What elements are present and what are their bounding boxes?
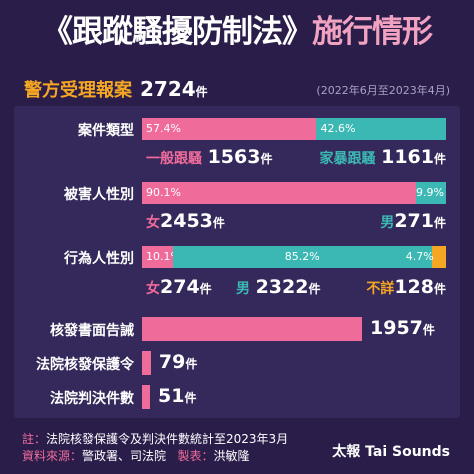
stacked-bar-victim-gender: 90.1% 9.9%	[142, 182, 446, 204]
series-name: 男	[380, 215, 395, 231]
note-prefix: 註：	[22, 432, 47, 446]
value-victim-male: 男271件	[380, 210, 446, 232]
series-count: 2322	[255, 276, 309, 298]
count-category-label: 核發書面告誡	[50, 323, 134, 339]
value-victim-female: 女2453件	[146, 210, 225, 232]
bar-segment: 57.4%	[142, 118, 317, 140]
title-accent: 施行情形	[312, 14, 433, 50]
count-category-label: 法院判決件數	[50, 391, 134, 407]
series-name: 女	[146, 281, 160, 297]
source-prefix: 資料來源：	[22, 449, 83, 463]
bar-segment: 85.2%	[172, 246, 432, 268]
stacked-bar-perpetrator-gender: 10.1% 85.2% 4.7%	[142, 246, 446, 268]
value-general-stalking: 一般跟騷 1563件	[146, 146, 272, 168]
series-name: 女	[146, 215, 160, 231]
segment-percent-label: 57.4%	[146, 122, 181, 135]
series-unit: 件	[212, 216, 225, 230]
count-unit: 件	[185, 357, 198, 371]
series-name: 男	[236, 281, 250, 297]
series-count: 128	[394, 276, 434, 298]
count-value: 79件	[159, 351, 197, 373]
segment-percent-label: 10.1%	[146, 250, 181, 263]
series-unit: 件	[433, 216, 446, 230]
segment-percent-label: 90.1%	[146, 186, 181, 199]
count-number: 1957	[370, 317, 423, 339]
source-text: 警政署、司法院	[82, 449, 167, 463]
series-name: 不詳	[366, 281, 395, 297]
title-main: 《跟蹤騷擾防制法》	[42, 14, 313, 50]
footnote: 註：法院核發保護令及判決件數統計至2023年3月	[22, 430, 288, 447]
value-domestic-stalking: 家暴跟騷 1161件	[320, 146, 446, 168]
count-bar	[142, 317, 362, 341]
series-name: 一般跟騷	[146, 151, 202, 167]
segment-percent-label: 9.9%	[416, 186, 444, 199]
total-label: 警方受理報案	[24, 80, 132, 101]
count-bar	[142, 351, 151, 375]
series-unit: 件	[433, 282, 446, 296]
segment-percent-label: 85.2%	[284, 250, 320, 263]
bar-segment: 90.1%	[142, 182, 416, 204]
count-unit: 件	[422, 323, 435, 337]
period-label: (2022年6月至2023年4月)	[316, 84, 450, 97]
maker-prefix: 製表：	[177, 449, 214, 463]
bar-segment: 9.9%	[415, 182, 446, 204]
brand-logo-text: 太報 Tai Sounds	[332, 444, 450, 460]
page-title: 《跟蹤騷擾防制法》施行情形	[0, 6, 474, 51]
row-label-case-type: 案件類型	[78, 123, 134, 139]
count-value: 51件	[158, 385, 196, 407]
bar-segment: 4.7%	[406, 246, 446, 268]
note-text: 法院核發保護令及判決件數統計至2023年3月	[46, 432, 289, 446]
value-perp-male: 男 2322件	[236, 276, 320, 298]
series-count: 2453	[160, 210, 213, 232]
count-number: 51	[158, 385, 185, 407]
value-perp-female: 女274件	[146, 276, 212, 298]
row-label-perpetrator-gender: 行為人性別	[64, 251, 134, 267]
segment-percent-label: 4.7%	[405, 250, 434, 263]
stacked-bar-case-type: 57.4% 42.6%	[142, 118, 446, 140]
series-count: 274	[160, 276, 200, 298]
count-value: 1957件	[370, 317, 435, 339]
credits: 資料來源：警政署、司法院 製表：洪敏隆	[22, 447, 250, 464]
series-count: 1563	[207, 146, 261, 168]
bar-segment: 42.6%	[316, 118, 446, 140]
series-unit: 件	[433, 152, 446, 166]
total-unit: 件	[195, 85, 208, 99]
segment-percent-label: 42.6%	[320, 122, 356, 135]
series-unit: 件	[308, 282, 321, 296]
count-category-label: 法院核發保護令	[36, 357, 134, 373]
bar-segment: 10.1%	[142, 246, 181, 268]
series-unit: 件	[260, 152, 273, 166]
count-number: 79	[158, 351, 186, 373]
series-name: 家暴跟騷	[319, 151, 376, 167]
series-count: 1161	[381, 146, 434, 168]
series-count: 271	[394, 210, 434, 232]
series-unit: 件	[199, 282, 212, 296]
total-value: 2724	[140, 77, 196, 101]
total-reports: 警方受理報案 2724件	[24, 76, 208, 102]
row-label-victim-gender: 被害人性別	[64, 187, 134, 203]
value-perp-unknown: 不詳128件	[366, 276, 446, 298]
count-unit: 件	[184, 391, 197, 405]
count-bar	[142, 385, 150, 409]
maker-text: 洪敏隆	[213, 449, 250, 463]
